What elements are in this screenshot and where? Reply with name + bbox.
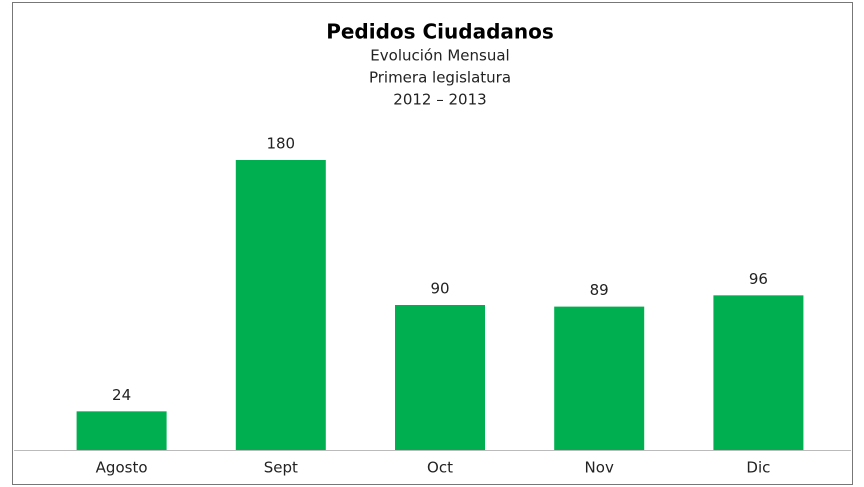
- x-tick-label: Dic: [746, 459, 770, 477]
- chart-subtitle: Primera legislatura: [369, 69, 511, 87]
- bar: [235, 160, 326, 450]
- bar: [554, 306, 645, 450]
- chart-subtitle: 2012 – 2013: [393, 91, 486, 109]
- bar: [76, 411, 167, 450]
- x-tick-label: Agosto: [96, 459, 148, 477]
- data-label: 180: [266, 135, 295, 153]
- x-tick-label: Oct: [427, 459, 453, 477]
- data-label: 89: [590, 281, 609, 299]
- data-label: 24: [112, 386, 131, 404]
- bar: [713, 295, 804, 450]
- data-label: 96: [749, 270, 768, 288]
- bar: [395, 305, 485, 450]
- x-tick-label: Nov: [585, 459, 614, 477]
- chart-title: Pedidos Ciudadanos: [326, 20, 554, 44]
- x-tick-label: Sept: [264, 459, 298, 477]
- chart-subtitle: Evolución Mensual: [370, 47, 509, 65]
- data-label: 90: [430, 280, 449, 298]
